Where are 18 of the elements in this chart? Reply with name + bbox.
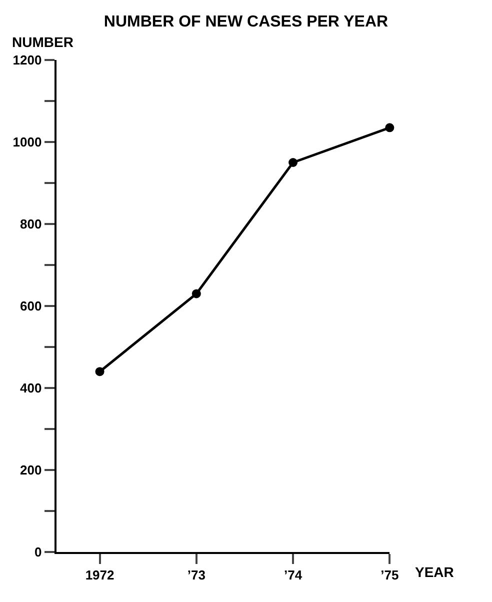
point (95, 367, 104, 376)
y-tick-label: 600 (20, 298, 42, 314)
y-tick-label: 800 (20, 216, 42, 232)
x-axis-title: YEAR (415, 564, 454, 580)
x-tick-label: 1972 (85, 568, 114, 583)
x-tick-label: ’73 (187, 568, 206, 583)
chart-title: NUMBER OF NEW CASES PER YEAR (104, 13, 389, 30)
point (192, 289, 201, 298)
y-tick-label: 1000 (12, 134, 42, 150)
y-tick-label: 200 (20, 462, 42, 478)
y-tick-label: 400 (20, 380, 42, 396)
y-tick-label: 1200 (12, 52, 42, 68)
point (385, 123, 394, 132)
y-axis-title: NUMBER (12, 34, 74, 50)
x-tick-label: ’74 (284, 568, 303, 583)
point (288, 158, 298, 167)
x-tick-label: ’75 (380, 568, 399, 583)
y-tick-label: 0 (34, 544, 42, 560)
